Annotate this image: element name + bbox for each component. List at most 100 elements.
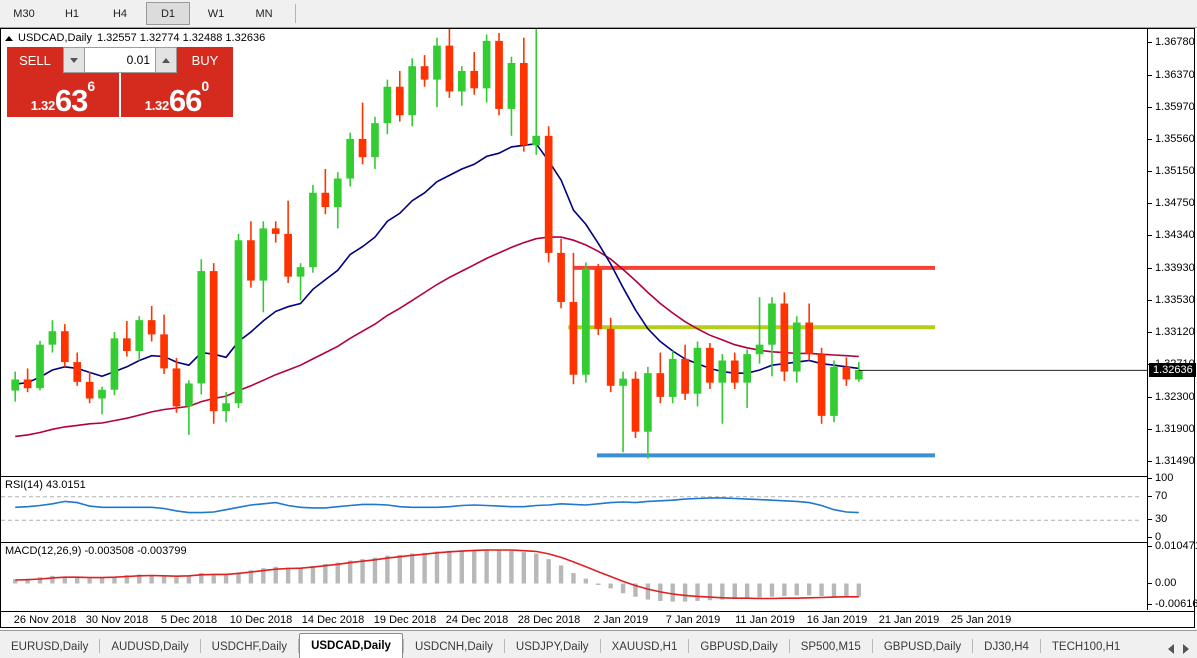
- chart-tab-usdcnh-daily[interactable]: USDCNH,Daily: [414, 641, 493, 653]
- tab-divider: [503, 638, 505, 653]
- price-tick-label: 1.35970: [1148, 101, 1195, 113]
- current-price-tag: 1.32636: [1149, 363, 1196, 378]
- timeframe-mn[interactable]: MN: [255, 7, 273, 20]
- price-tick-label: 1.31490: [1148, 455, 1195, 467]
- rsi-tick-label: 30: [1148, 513, 1167, 525]
- date-tick-label: 11 Jan 2019: [735, 614, 795, 626]
- sell-button[interactable]: SELL: [7, 47, 63, 73]
- timeframe-h4[interactable]: H4: [112, 7, 128, 20]
- tab-divider: [788, 638, 790, 653]
- timeframe-toolbar: M30 H1 H4 D1 W1 MN: [0, 0, 1197, 28]
- date-tick-label: 28 Dec 2018: [517, 614, 581, 626]
- one-click-trading-panel[interactable]: SELL 0.01 BUY 1.32 63 6 1.32 66 0: [7, 47, 233, 117]
- chart-tab-audusd-daily[interactable]: AUDUSD,Daily: [111, 641, 189, 653]
- macd-tick-label: 0.010471: [1148, 540, 1197, 552]
- rsi-label: RSI(14) 43.0151: [5, 479, 86, 491]
- macd-tick-label: -0.006164: [1148, 598, 1197, 610]
- chart-symbol-label: USDCAD,Daily: [18, 32, 92, 44]
- price-tick-label: 1.33120: [1148, 326, 1195, 338]
- date-tick-label: 5 Dec 2018: [160, 614, 218, 626]
- tab-divider: [402, 638, 404, 653]
- chart-tab-sp500-m15[interactable]: SP500,M15: [800, 641, 861, 653]
- chart-tab-tech100-h1[interactable]: TECH100,H1: [1051, 641, 1121, 653]
- chart-tab-usdcad-daily[interactable]: USDCAD,Daily: [299, 633, 403, 658]
- rsi-pane[interactable]: RSI(14) 43.0151: [1, 476, 1147, 542]
- chart-tab-eurusd-daily[interactable]: EURUSD,Daily: [11, 641, 89, 653]
- rsi-tick-label: 70: [1148, 490, 1167, 502]
- date-tick-label: 30 Nov 2018: [85, 614, 149, 626]
- volume-increase-button[interactable]: [155, 47, 177, 73]
- tab-divider: [688, 638, 690, 653]
- candlestick-plot: [11, 29, 1147, 459]
- macd-label: MACD(12,26,9) -0.003508 -0.003799: [5, 545, 187, 557]
- tab-divider: [99, 638, 101, 653]
- chart-tab-xauusd-h1[interactable]: XAUUSD,H1: [611, 641, 678, 653]
- chevron-down-icon: [70, 57, 78, 63]
- price-tick-label: 1.34340: [1148, 229, 1195, 241]
- timeframe-h1[interactable]: H1: [64, 7, 80, 20]
- price-pane[interactable]: [1, 29, 1147, 476]
- price-axis[interactable]: 1.36780 1.36370 1.35970 1.35560 1.35150 1.347…: [1147, 29, 1197, 610]
- volume-input[interactable]: 0.01: [85, 47, 155, 73]
- timeframe-m30[interactable]: M30: [13, 7, 35, 20]
- tab-divider: [599, 638, 601, 653]
- date-tick-label: 19 Dec 2018: [373, 614, 437, 626]
- chart-tab-gbpusd-daily[interactable]: GBPUSD,Daily: [883, 641, 962, 653]
- price-tick-label: 1.33530: [1148, 294, 1195, 306]
- date-tick-label: 14 Dec 2018: [301, 614, 365, 626]
- date-tick-label: 25 Jan 2019: [950, 614, 1012, 626]
- sell-price-display[interactable]: 1.32 63 6: [7, 73, 119, 117]
- tab-scroll-controls[interactable]: [1168, 644, 1197, 658]
- tab-divider: [199, 638, 201, 653]
- macd-tick-label: 0.00: [1148, 577, 1176, 589]
- scroll-left-icon[interactable]: [1168, 644, 1174, 654]
- price-tick-label: 1.35560: [1148, 133, 1195, 145]
- sell-price-main: 63: [54, 83, 88, 118]
- chart-tab-usdchf-daily[interactable]: USDCHF,Daily: [211, 641, 288, 653]
- chevron-up-icon: [162, 57, 170, 63]
- rsi-tick-label: 100: [1148, 472, 1173, 484]
- date-tick-label: 10 Dec 2018: [229, 614, 293, 626]
- date-tick-label: 2 Jan 2019: [593, 614, 649, 626]
- chart-window[interactable]: USDCAD,Daily 1.32557 1.32774 1.32488 1.3…: [0, 28, 1197, 628]
- chart-tab-gbpusd-daily[interactable]: GBPUSD,Daily: [700, 641, 778, 653]
- date-tick-label: 24 Dec 2018: [445, 614, 509, 626]
- timeframe-w1[interactable]: W1: [207, 7, 225, 20]
- date-tick-label: 7 Jan 2019: [665, 614, 721, 626]
- chart-tab-usdjpy-daily[interactable]: USDJPY,Daily: [515, 641, 589, 653]
- chart-tab-dj30-h4[interactable]: DJ30,H4: [984, 641, 1029, 653]
- date-axis: 26 Nov 2018 30 Nov 2018 5 Dec 2018 10 Dec 2…: [1, 611, 1194, 627]
- tab-divider: [1039, 638, 1041, 653]
- timeframe-d1[interactable]: D1: [146, 2, 190, 25]
- tab-divider: [871, 638, 873, 653]
- price-tick-label: 1.33930: [1148, 262, 1195, 274]
- chart-ohlc-values: 1.32557 1.32774 1.32488 1.32636: [96, 32, 266, 44]
- price-tick-label: 1.36780: [1148, 36, 1195, 48]
- price-tick-label: 1.35150: [1148, 165, 1195, 177]
- buy-price-display[interactable]: 1.32 66 0: [121, 73, 233, 117]
- price-tick-label: 1.36370: [1148, 69, 1195, 81]
- tab-divider: [972, 638, 974, 653]
- price-tick-label: 1.32300: [1148, 391, 1195, 403]
- rsi-tick-label: 0: [1148, 531, 1161, 543]
- chart-header: USDCAD,Daily 1.32557 1.32774 1.32488 1.3…: [5, 32, 265, 44]
- sell-price-prefix: 1.32: [30, 98, 55, 113]
- volume-stepper[interactable]: 0.01: [63, 47, 177, 73]
- tab-divider: [298, 638, 300, 653]
- toolbar-divider: [295, 4, 296, 23]
- buy-price-prefix: 1.32: [144, 98, 169, 113]
- buy-price-fraction: 0: [201, 78, 210, 94]
- date-tick-label: 26 Nov 2018: [13, 614, 77, 626]
- price-tick-label: 1.34750: [1148, 197, 1195, 209]
- rsi-plot: [1, 496, 1139, 521]
- chart-tab-bar: EURUSD,Daily AUDUSD,Daily USDCHF,Daily USDC…: [0, 630, 1197, 658]
- price-tick-label: 1.31900: [1148, 423, 1195, 435]
- collapse-triangle-icon[interactable]: [5, 35, 13, 41]
- macd-pane[interactable]: MACD(12,26,9) -0.003508 -0.003799: [1, 542, 1147, 611]
- buy-button[interactable]: BUY: [177, 47, 233, 73]
- scroll-right-icon[interactable]: [1183, 644, 1189, 654]
- sell-price-fraction: 6: [87, 78, 96, 94]
- date-tick-label: 21 Jan 2019: [878, 614, 940, 626]
- volume-decrease-button[interactable]: [63, 47, 85, 73]
